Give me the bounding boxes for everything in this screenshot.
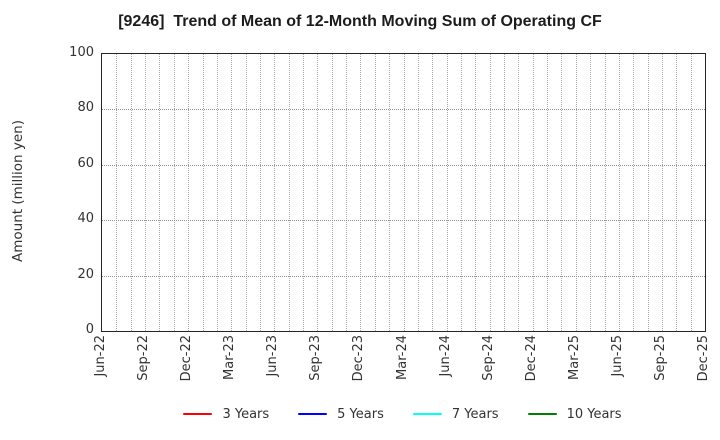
gridline-vertical (231, 54, 233, 331)
gridline-vertical (145, 54, 147, 331)
gridline-vertical (547, 54, 549, 331)
x-tick-label: Jun-23 (265, 335, 281, 377)
gridline-vertical (575, 54, 577, 331)
gridline-vertical (561, 54, 563, 331)
y-tick-label: 60 (77, 155, 94, 171)
x-tick-label: Sep-22 (136, 335, 152, 381)
x-tick-label: Dec-25 (696, 335, 711, 382)
legend-item-5-years: 5 Years (298, 407, 384, 422)
chart-title: [9246] Trend of Mean of 12-Month Moving … (118, 13, 602, 30)
gridline-vertical (532, 54, 534, 331)
legend-label-3-years: 3 Years (222, 406, 270, 422)
legend-line-3-years (183, 412, 213, 416)
y-tick-label: 20 (77, 266, 94, 282)
gridline-vertical (518, 54, 520, 331)
y-axis-label: Amount (million yen) (10, 120, 26, 263)
gridline-vertical (360, 54, 362, 331)
gridline-vertical (446, 54, 448, 331)
x-tick-label: Mar-24 (394, 335, 410, 380)
gridline-vertical (303, 54, 304, 331)
gridline-vertical (288, 54, 290, 331)
x-tick-label: Dec-24 (523, 335, 539, 382)
gridline-vertical (274, 54, 276, 331)
gridline-vertical (604, 54, 606, 331)
legend-item-3-years: 3 Years (183, 407, 269, 422)
y-tick-label: 40 (77, 211, 94, 227)
plot-area (101, 53, 706, 332)
legend-line-7-years (412, 412, 442, 416)
legend-label-10-years: 10 Years (566, 406, 622, 422)
x-tick-label: Jun-22 (93, 335, 108, 377)
gridline-vertical (690, 54, 692, 331)
legend: 3 Years 5 Years 7 Years 10 Years (101, 403, 704, 425)
gridline-vertical (633, 54, 635, 331)
y-tick-label: 80 (77, 100, 94, 116)
x-tick-label: Dec-23 (351, 335, 367, 382)
gridline-vertical (460, 54, 462, 331)
legend-item-10-years: 10 Years (527, 406, 622, 422)
gridline-vertical (661, 54, 663, 331)
gridline-vertical (130, 54, 132, 331)
gridline-vertical (417, 54, 419, 331)
gridline-horizontal (102, 275, 705, 277)
gridline-vertical (202, 54, 204, 331)
gridline-vertical (216, 54, 218, 331)
gridline-vertical (159, 54, 161, 331)
x-tick-label: Mar-23 (222, 335, 238, 380)
gridline-vertical (389, 54, 391, 331)
y-tick-label: 0 (85, 322, 94, 337)
gridline-vertical (590, 54, 592, 331)
x-tick-label: Dec-22 (179, 335, 195, 382)
gridline-vertical (475, 54, 477, 331)
gridline-horizontal (102, 109, 705, 111)
legend-line-5-years (298, 412, 328, 416)
gridline-vertical (618, 54, 620, 331)
gridline-vertical (331, 54, 333, 331)
gridline-vertical (245, 54, 247, 331)
gridline-vertical (116, 54, 118, 331)
x-tick-label: Jun-24 (437, 335, 453, 377)
legend-label-5-years: 5 Years (337, 406, 384, 422)
x-tick-label: Sep-25 (652, 335, 668, 381)
gridline-vertical (504, 54, 505, 331)
gridline-vertical (647, 54, 649, 331)
gridline-vertical (374, 54, 376, 331)
x-tick-label: Sep-24 (480, 335, 496, 381)
legend-item-7-years: 7 Years (412, 406, 499, 422)
gridline-vertical (346, 54, 348, 331)
legend-label-7-years: 7 Years (451, 406, 499, 422)
gridline-vertical (489, 54, 491, 331)
gridline-horizontal (102, 164, 705, 166)
gridline-vertical (676, 54, 678, 331)
legend-line-10-years (527, 412, 557, 416)
x-tick-label: Jun-25 (609, 335, 625, 377)
gridline-horizontal (102, 220, 705, 222)
gridline-vertical (173, 54, 175, 331)
gridline-vertical (259, 54, 261, 331)
gridline-vertical (403, 54, 405, 331)
x-tick-label: Mar-25 (566, 335, 582, 380)
x-tick-label: Sep-23 (308, 335, 324, 381)
gridline-vertical (432, 54, 434, 331)
y-tick-label: 100 (69, 45, 94, 60)
gridline-vertical (188, 54, 190, 331)
gridline-vertical (317, 54, 319, 331)
